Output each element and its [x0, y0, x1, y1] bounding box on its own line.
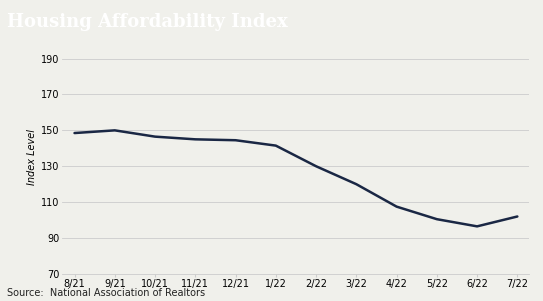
- Text: Source:  National Association of Realtors: Source: National Association of Realtors: [7, 288, 205, 298]
- Text: Housing Affordability Index: Housing Affordability Index: [7, 13, 287, 31]
- Y-axis label: Index Level: Index Level: [27, 129, 37, 185]
